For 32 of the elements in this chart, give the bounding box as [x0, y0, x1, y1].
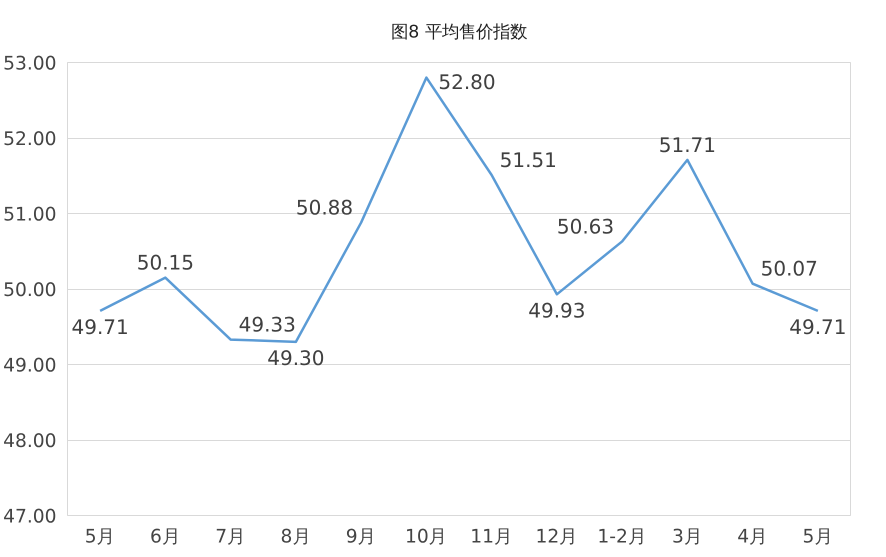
data-label: 49.93	[528, 298, 586, 322]
x-tick-label: 5月	[802, 526, 834, 548]
data-label: 50.63	[556, 214, 614, 238]
y-tick-label: 49.00	[3, 356, 57, 376]
x-tick-label: 8月	[280, 526, 312, 548]
x-tick-label: 7月	[215, 526, 246, 548]
x-tick-label: 6月	[150, 526, 181, 548]
x-tick-label: 5月	[84, 526, 116, 548]
y-tick-label: 50.00	[3, 280, 57, 301]
x-tick-label: 1-2月	[597, 526, 647, 548]
x-tick-label: 4月	[737, 526, 768, 548]
x-tick-label: 12月	[536, 526, 578, 548]
data-label: 49.30	[267, 346, 325, 370]
data-label: 50.07	[760, 256, 818, 281]
chart-title: 图8 平均售价指数	[391, 22, 527, 42]
data-label: 49.33	[238, 312, 296, 337]
x-tick-label: 3月	[672, 526, 703, 548]
x-tick-label: 11月	[470, 526, 514, 548]
y-tick-label: 47.00	[3, 506, 57, 528]
data-label: 51.71	[658, 132, 716, 157]
y-tick-label: 52.00	[3, 129, 57, 150]
x-tick-label: 10月	[405, 526, 448, 548]
x-tick-label: 9月	[346, 526, 377, 548]
data-label: 51.51	[500, 148, 557, 172]
data-label: 50.88	[296, 196, 354, 220]
data-label: 52.80	[438, 70, 496, 94]
y-tick-label: 53.00	[3, 54, 57, 74]
y-tick-label: 48.00	[3, 431, 57, 452]
data-label: 49.71	[789, 314, 847, 339]
y-tick-label: 51.00	[3, 204, 57, 226]
data-label: 49.71	[71, 314, 129, 339]
data-label: 50.15	[136, 250, 194, 275]
